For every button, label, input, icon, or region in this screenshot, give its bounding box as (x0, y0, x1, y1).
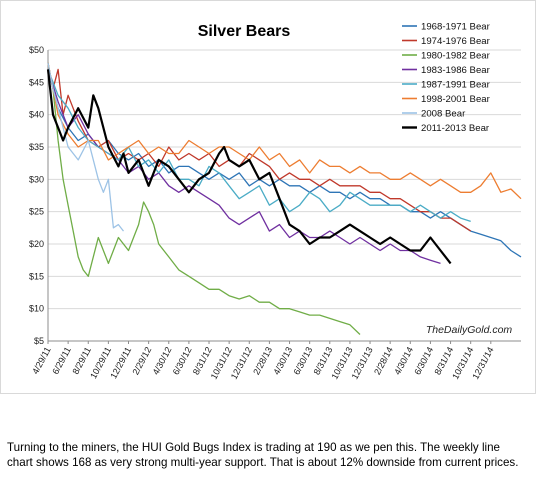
chart-title: Silver Bears (198, 23, 291, 40)
axes (47, 50, 521, 344)
y-tick-labels: $5 $10 $15 $20 $25 $30 $35 $40 $45 $50 (29, 45, 44, 346)
x-tick-labels: 4/29/116/29/118/29/1110/29/1112/29/112/2… (30, 345, 495, 381)
chart-frame: $5 $10 $15 $20 $25 $30 $35 $40 $45 $50 4/29/11 6/2… (0, 0, 536, 394)
series-line-6 (47, 62, 522, 200)
series-line-4 (47, 69, 441, 265)
y-tick-label: $45 (29, 77, 44, 87)
y-tick-label: $40 (29, 110, 44, 120)
series-lines (46, 62, 522, 335)
series-line-5 (47, 69, 471, 223)
legend-label: 1974-1976 Bear (421, 36, 491, 47)
series-line-3 (47, 62, 361, 335)
y-tick-label: $30 (29, 174, 44, 184)
y-tick-label: $5 (34, 336, 44, 346)
legend-label: 1987-1991 Bear (421, 80, 491, 91)
grid-lines (48, 49, 521, 310)
legend-label: 1983-1986 Bear (421, 65, 491, 76)
legend-label: 2008 Bear (421, 109, 466, 120)
silver-bears-chart: $5 $10 $15 $20 $25 $30 $35 $40 $45 $50 4/29/116/2… (29, 22, 522, 381)
y-tick-label: $25 (29, 207, 44, 217)
series-line-2 (47, 62, 472, 232)
y-tick-label: $35 (29, 142, 44, 152)
caption-text: Turning to the miners, the HUI Gold Bugs… (7, 441, 519, 469)
y-tick-label: $20 (29, 239, 44, 249)
y-tick-label: $50 (29, 45, 44, 55)
series-line-8 (46, 69, 452, 265)
legend-label: 2011-2013 Bear (421, 123, 490, 134)
watermark: TheDailyGold.com (426, 324, 513, 336)
legend-label: 1998-2001 Bear (421, 94, 491, 105)
y-tick-label: $15 (29, 271, 44, 281)
legend-label: 1968-1971 Bear (421, 22, 491, 33)
legend-label: 1980-1982 Bear (421, 51, 491, 62)
y-tick-label: $10 (29, 304, 44, 314)
series-line-7 (47, 62, 125, 232)
legend: 1968-1971 Bear 1974-1976 Bear 1980-1982 Be… (402, 22, 491, 134)
